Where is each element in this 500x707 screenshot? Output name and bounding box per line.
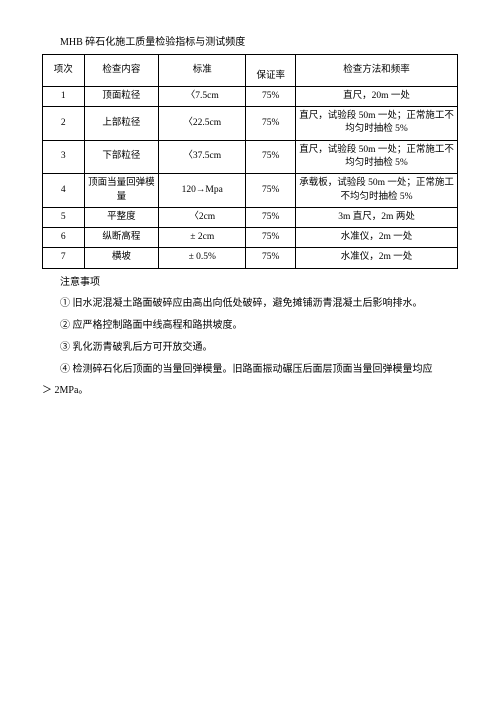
th-index: 项次 (43, 55, 85, 87)
cell-rate: 75% (246, 107, 296, 141)
table-row: 5 平整度 〈2cm 75% 3m 直尺，2m 两处 (43, 207, 458, 227)
note-1: ① 旧水泥混凝土路面破碎应由高出向低处破碎，避免摊铺沥青混凝土后影响排水。 (60, 295, 458, 312)
cell-method: 直尺，试验段 50m 一处；正常施工不均匀时抽检 5% (296, 140, 458, 174)
cell-item: 纵断高程 (84, 228, 159, 248)
cell-std: 〈7.5cm (159, 86, 246, 106)
cell-method: 直尺，20m 一处 (296, 86, 458, 106)
cell-n: 2 (43, 107, 85, 141)
table-row: 3 下部粒径 〈37.5cm 75% 直尺，试验段 50m 一处；正常施工不均匀… (43, 140, 458, 174)
cell-n: 6 (43, 228, 85, 248)
cell-item: 平整度 (84, 207, 159, 227)
cell-rate: 75% (246, 174, 296, 208)
cell-rate: 75% (246, 248, 296, 268)
cell-rate: 75% (246, 228, 296, 248)
cell-rate: 75% (246, 207, 296, 227)
th-method: 检查方法和频率 (296, 55, 458, 87)
table-row: 4 顶面当量回弹模量 120→Mpa 75% 承载板，试验段 50m 一处；正常… (43, 174, 458, 208)
note-4: ④ 检测碎石化后顶面的当量回弹模量。旧路面振动碾压后面层顶面当量回弹模量均应 (60, 361, 458, 378)
cell-item: 下部粒径 (84, 140, 159, 174)
notes-title: 注意事项 (60, 275, 458, 290)
cell-rate: 75% (246, 140, 296, 174)
cell-method: 3m 直尺，2m 两处 (296, 207, 458, 227)
cell-std: 〈22.5cm (159, 107, 246, 141)
th-item: 检查内容 (84, 55, 159, 87)
cell-method: 水准仪，2m 一处 (296, 248, 458, 268)
cell-n: 3 (43, 140, 85, 174)
header-row: 项次 检查内容 标准 检查方法和频率 (43, 55, 458, 67)
th-rate-top (246, 55, 296, 67)
table-row: 6 纵断高程 ± 2cm 75% 水准仪，2m 一处 (43, 228, 458, 248)
cell-item: 横坡 (84, 248, 159, 268)
th-std: 标准 (159, 55, 246, 87)
cell-n: 4 (43, 174, 85, 208)
cell-rate: 75% (246, 86, 296, 106)
th-rate: 保证率 (246, 67, 296, 87)
table-row: 7 横坡 ± 0.5% 75% 水准仪，2m 一处 (43, 248, 458, 268)
spec-table: 项次 检查内容 标准 检查方法和频率 保证率 1 顶面粒径 〈7.5cm 75%… (42, 54, 458, 269)
cell-method: 承载板，试验段 50m 一处；正常施工不均匀时抽检 5% (296, 174, 458, 208)
note-2: ② 应严格控制路面中线高程和路拱坡度。 (60, 317, 458, 334)
table-row: 2 上部粒径 〈22.5cm 75% 直尺，试验段 50m 一处；正常施工不均匀… (43, 107, 458, 141)
cell-item: 顶面粒径 (84, 86, 159, 106)
note-4b: ＞ 2MPa。 (42, 383, 458, 398)
doc-title: MHB 碎石化施工质量检验指标与测试频度 (60, 35, 458, 50)
cell-std: 〈2cm (159, 207, 246, 227)
cell-std: 120→Mpa (159, 174, 246, 208)
cell-std: ± 2cm (159, 228, 246, 248)
table-row: 1 顶面粒径 〈7.5cm 75% 直尺，20m 一处 (43, 86, 458, 106)
note-3: ③ 乳化沥青破乳后方可开放交通。 (60, 339, 458, 356)
cell-item: 顶面当量回弹模量 (84, 174, 159, 208)
cell-method: 水准仪，2m 一处 (296, 228, 458, 248)
cell-std: ± 0.5% (159, 248, 246, 268)
cell-n: 1 (43, 86, 85, 106)
cell-method: 直尺，试验段 50m 一处；正常施工不均匀时抽检 5% (296, 107, 458, 141)
cell-n: 7 (43, 248, 85, 268)
cell-std: 〈37.5cm (159, 140, 246, 174)
cell-item: 上部粒径 (84, 107, 159, 141)
cell-n: 5 (43, 207, 85, 227)
